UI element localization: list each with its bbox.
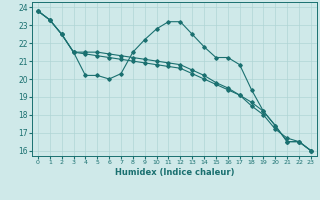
X-axis label: Humidex (Indice chaleur): Humidex (Indice chaleur) xyxy=(115,168,234,177)
